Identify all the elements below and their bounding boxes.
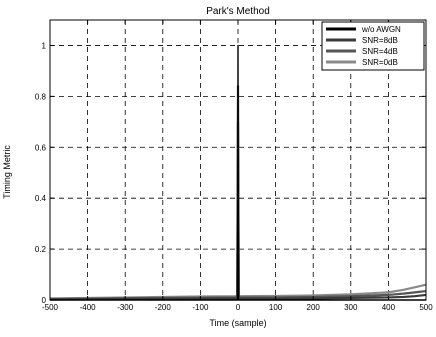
x-tick-label: -300	[117, 303, 134, 312]
x-tick-label: 200	[307, 303, 321, 312]
x-tick-label: -100	[192, 303, 209, 312]
x-tick-label: 300	[344, 303, 358, 312]
y-axis-label: Timing Metric	[2, 145, 12, 199]
y-tick-label: 0	[42, 296, 47, 305]
x-tick-label: -200	[155, 303, 172, 312]
x-tick-label: -500	[42, 303, 59, 312]
x-tick-label: 500	[419, 303, 433, 312]
x-tick-label: -400	[80, 303, 97, 312]
y-tick-label: 0.4	[35, 194, 47, 203]
y-tick-label: 0.8	[35, 92, 47, 101]
legend-label: SNR=4dB	[362, 47, 398, 56]
y-tick-label: 1	[42, 41, 47, 50]
legend-label: w/o AWGN	[361, 25, 401, 34]
legend-label: SNR=0dB	[362, 58, 398, 67]
chart-title: Park's Method	[206, 6, 270, 17]
legend: w/o AWGN SNR=8dB SNR=4dB SNR=0dB	[321, 21, 425, 71]
y-tick-label: 0.2	[35, 245, 47, 254]
x-tick-label: 100	[269, 303, 283, 312]
ticks: -500 -400 -300 -200 -100 0 100 200 300 400 500 0 0.2…	[35, 20, 433, 312]
x-tick-label: 400	[382, 303, 396, 312]
x-axis-label: Time (sample)	[209, 318, 266, 328]
legend-label: SNR=8dB	[362, 36, 398, 45]
x-tick-label: 0	[236, 303, 241, 312]
y-tick-label: 0.6	[35, 143, 47, 152]
